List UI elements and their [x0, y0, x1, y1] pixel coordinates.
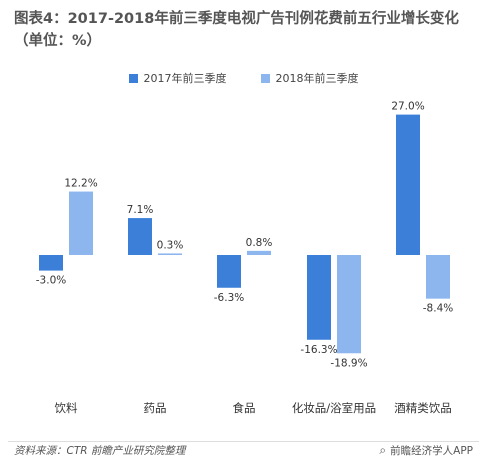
category-label-0: 饮料 — [55, 401, 78, 415]
legend-label-2017: 2017年前三季度 — [143, 72, 227, 85]
chart-legend: 2017年前三季度 2018年前三季度 — [0, 70, 487, 86]
source-note: 资料来源：CTR 前瞻产业研究院整理 — [14, 445, 186, 457]
data-label-2017-2: -6.3% — [214, 292, 244, 304]
bar-2017-4 — [396, 114, 420, 255]
brand-name: 前瞻经济学人APP — [390, 445, 473, 457]
bar-2018-4 — [426, 255, 450, 299]
bar-2018-1 — [158, 253, 182, 255]
data-label-2018-2: 0.8% — [246, 237, 273, 249]
data-label-2017-3: -16.3% — [300, 344, 337, 356]
data-label-2017-4: 27.0% — [391, 101, 424, 113]
bar-2017-1 — [128, 218, 152, 255]
legend-label-2018: 2018年前三季度 — [275, 72, 359, 85]
bar-2018-3 — [337, 255, 361, 354]
data-label-2018-0: 12.2% — [64, 178, 97, 190]
bar-2017-0 — [39, 255, 63, 271]
data-label-2017-1: 7.1% — [127, 204, 154, 216]
brand-search-icon: ⌕ — [379, 443, 387, 457]
data-label-2018-1: 0.3% — [157, 239, 184, 251]
brand-credit: ⌕ 前瞻经济学人APP — [379, 443, 473, 458]
bar-2018-2 — [247, 250, 271, 255]
data-label-2018-4: -8.4% — [423, 303, 453, 315]
legend-swatch-2018 — [260, 73, 270, 83]
legend-item-2018: 2018年前三季度 — [260, 70, 359, 86]
chart-title: 图表4：2017-2018年前三季度电视广告刊例花费前五行业增长变化（单位：%） — [14, 11, 459, 49]
bar-2018-0 — [69, 191, 93, 255]
category-label-2: 食品 — [233, 401, 256, 415]
footer-divider — [8, 441, 479, 442]
category-label-3: 化妆品/浴室用品 — [292, 401, 376, 415]
data-label-2018-3: -18.9% — [330, 357, 367, 369]
legend-item-2017: 2017年前三季度 — [128, 70, 227, 86]
legend-swatch-2017 — [128, 73, 138, 83]
data-label-2017-0: -3.0% — [36, 275, 66, 287]
bar-2017-3 — [307, 255, 331, 340]
category-label-4: 酒精类饮品 — [394, 401, 452, 415]
category-label-1: 药品 — [144, 401, 167, 415]
bar-2017-2 — [217, 255, 241, 288]
